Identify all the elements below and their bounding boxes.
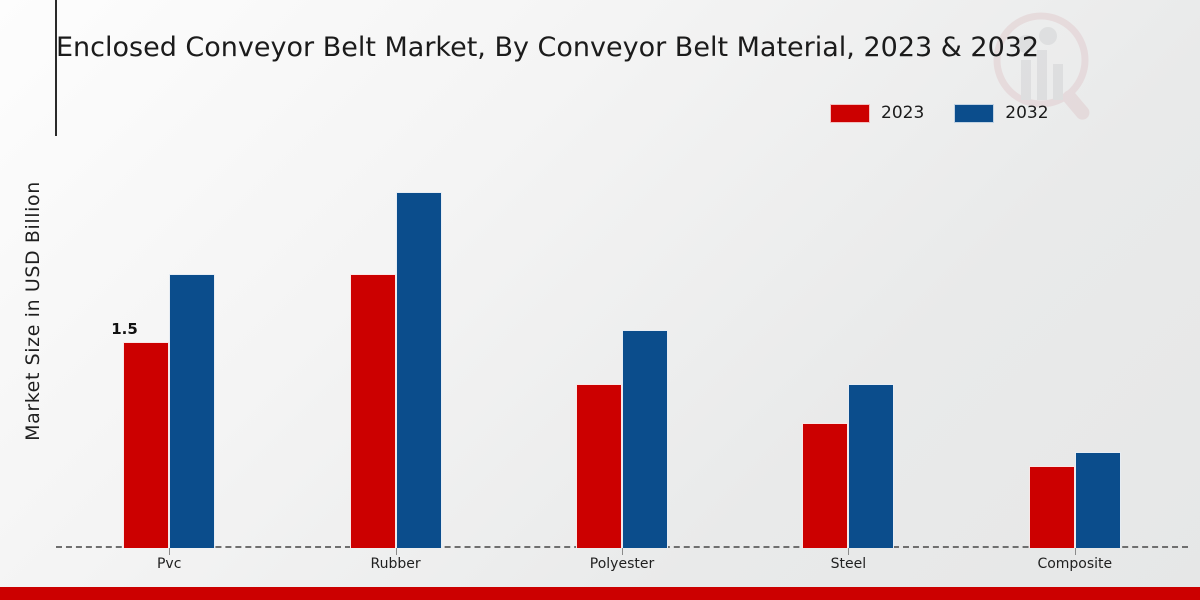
bar-pvc-2032[interactable] bbox=[169, 274, 216, 548]
x-axis-tick bbox=[848, 548, 850, 555]
legend-label-2032: 2032 bbox=[1005, 103, 1049, 123]
x-axis-label-polyester: Polyester bbox=[589, 556, 655, 572]
bar-polyester-2023[interactable] bbox=[575, 384, 622, 548]
x-axis-label-composite: Composite bbox=[1037, 556, 1113, 572]
bar-group bbox=[509, 137, 735, 548]
bar-group bbox=[962, 137, 1188, 548]
x-axis-tick bbox=[622, 548, 623, 555]
bar-group bbox=[735, 137, 961, 548]
x-axis-label-pvc: Pvc bbox=[156, 556, 182, 572]
bar-steel-2032[interactable] bbox=[848, 384, 895, 548]
x-axis-tick bbox=[395, 548, 397, 555]
bar-rubber-2023[interactable] bbox=[349, 274, 396, 548]
x-axis-label-rubber: Rubber bbox=[370, 556, 421, 572]
footer-accent-bar bbox=[0, 587, 1200, 600]
bar-polyester-2032[interactable] bbox=[621, 330, 668, 548]
x-axis-label-steel: Steel bbox=[830, 556, 867, 572]
legend-swatch-2032 bbox=[954, 103, 995, 123]
legend-item-2032[interactable]: 2032 bbox=[954, 103, 1049, 123]
bar-composite-2032[interactable] bbox=[1074, 452, 1121, 548]
y-axis-title: Market Size in USD Billion bbox=[22, 181, 44, 441]
x-axis-tick bbox=[1074, 548, 1076, 555]
plot-area: 1.5 bbox=[56, 136, 1188, 555]
bar-group bbox=[56, 137, 282, 548]
x-axis-tick bbox=[169, 548, 171, 555]
bar-group bbox=[282, 137, 508, 548]
legend-swatch-2023 bbox=[830, 103, 870, 123]
chart-title: Enclosed Conveyor Belt Market, By Convey… bbox=[56, 32, 1040, 63]
bar-steel-2023[interactable] bbox=[802, 423, 849, 548]
bar-value-label: 1.5 bbox=[111, 320, 138, 338]
legend-item-2023[interactable]: 2023 bbox=[830, 103, 924, 123]
legend-label-2023: 2023 bbox=[881, 103, 925, 123]
chart-legend: 2023 2032 bbox=[830, 103, 1049, 123]
title-left-rule bbox=[55, 0, 57, 136]
bar-rubber-2032[interactable] bbox=[395, 192, 442, 548]
bar-composite-2023[interactable] bbox=[1028, 466, 1075, 548]
bar-pvc-2023[interactable] bbox=[123, 342, 170, 548]
